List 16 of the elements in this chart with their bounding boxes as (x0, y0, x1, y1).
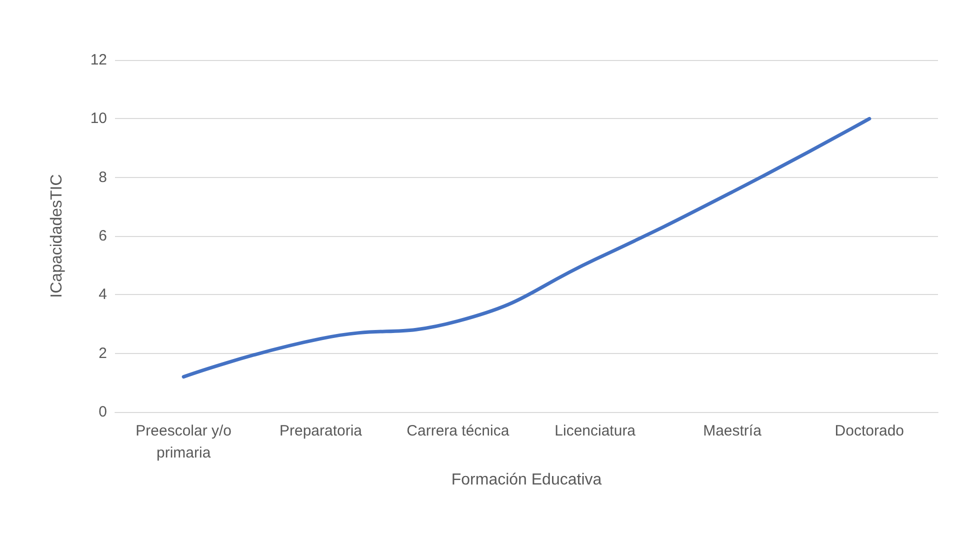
y-tick-label: 12 (90, 52, 107, 68)
x-tick-label: Maestría (703, 422, 762, 440)
x-axis-title: Formación Educativa (451, 472, 602, 488)
line-series (182, 116, 872, 379)
y-tick-label: 10 (90, 110, 107, 128)
x-tick-label: Preparatoria (279, 422, 363, 440)
y-tick-label: 0 (98, 404, 107, 420)
x-tick-label: Licenciatura (554, 422, 636, 440)
y-axis-title: ICapacidadesTIC (48, 174, 66, 298)
x-tick-label: Doctorado (834, 422, 904, 440)
y-tick-label: 4 (98, 286, 107, 304)
y-tick-label: 2 (98, 344, 107, 362)
x-tick-label: Carrera técnica (406, 422, 510, 440)
y-tick-label: 6 (98, 228, 107, 244)
y-tick-label: 8 (98, 168, 107, 186)
x-tick-label: Preescolar y/o primaria (136, 422, 232, 462)
